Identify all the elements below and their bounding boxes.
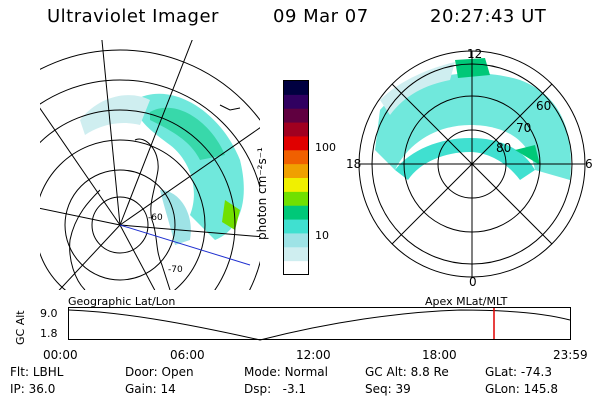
info-ip: IP: 36.0 <box>10 382 56 396</box>
info-flt: Flt: LBHL <box>10 365 64 379</box>
colorbar-cell <box>284 260 308 275</box>
info-glon: GLon: 145.8 <box>485 382 558 396</box>
apex-lat-label-70: 70 <box>516 121 531 135</box>
apex-lat-label-60: 60 <box>536 99 551 113</box>
info-seq: Seq: 39 <box>365 382 411 396</box>
colorbar-cell <box>284 232 308 248</box>
apex-lat-label-80: 80 <box>496 141 511 155</box>
geo-lat-label-70: -70 <box>168 265 183 275</box>
info-mode: Mode: Normal <box>244 365 328 379</box>
colorbar-tick-10: 10 <box>315 229 329 242</box>
apex-label: Apex MLat/MLT <box>425 295 508 308</box>
apex-mlat-mlt-panel: 60 70 80 12 18 6 0 <box>346 47 593 289</box>
colorbar-cell <box>284 108 308 123</box>
geographic-label: Geographic Lat/Lon <box>68 295 176 308</box>
colorbar-label: photon cm⁻²s⁻¹ <box>255 147 269 240</box>
instrument-title: Ultraviolet Imager <box>47 6 219 27</box>
info-gc-alt: GC Alt: 8.8 Re <box>365 365 449 379</box>
colorbar-cell <box>284 80 308 95</box>
colorbar-cell <box>284 246 308 262</box>
colorbar-cell <box>284 205 308 220</box>
geographic-map-panel: -60 -70 <box>40 40 260 290</box>
gc-alt-axis-label: GC Alt <box>14 310 27 345</box>
apex-mlt-label-0: 0 <box>469 275 477 289</box>
colorbar <box>283 80 309 275</box>
colorbar-cell <box>284 149 308 165</box>
x-tick-1200: 12:00 <box>296 348 331 362</box>
colorbar-cell <box>284 219 308 234</box>
apex-mlt-label-18: 18 <box>346 157 361 171</box>
apex-mlt-label-12: 12 <box>467 47 482 61</box>
geo-lat-label-60: -60 <box>148 213 163 223</box>
info-dsp: Dsp: -3.1 <box>244 382 307 396</box>
info-gain: Gain: 14 <box>125 382 176 396</box>
colorbar-cell <box>284 177 308 192</box>
apex-mlt-label-6: 6 <box>585 157 593 171</box>
colorbar-cell <box>284 191 308 206</box>
info-glat: GLat: -74.3 <box>485 365 552 379</box>
observation-time: 20:27:43 UT <box>430 6 547 27</box>
altitude-timeline <box>68 307 571 341</box>
x-tick-2359: 23:59 <box>553 348 588 362</box>
observation-date: 09 Mar 07 <box>273 6 369 27</box>
colorbar-cell <box>284 163 308 178</box>
colorbar-cell <box>284 122 308 137</box>
colorbar-cell <box>284 135 308 151</box>
x-tick-1800: 18:00 <box>422 348 457 362</box>
colorbar-cell <box>284 94 308 109</box>
geo-emission-region <box>80 93 244 245</box>
y-tick-9: 9.0 <box>40 307 58 320</box>
colorbar-tick-100: 100 <box>315 141 336 154</box>
info-door: Door: Open <box>125 365 194 379</box>
x-tick-0000: 00:00 <box>43 348 78 362</box>
x-tick-0600: 06:00 <box>170 348 205 362</box>
y-tick-1-8: 1.8 <box>40 327 58 340</box>
